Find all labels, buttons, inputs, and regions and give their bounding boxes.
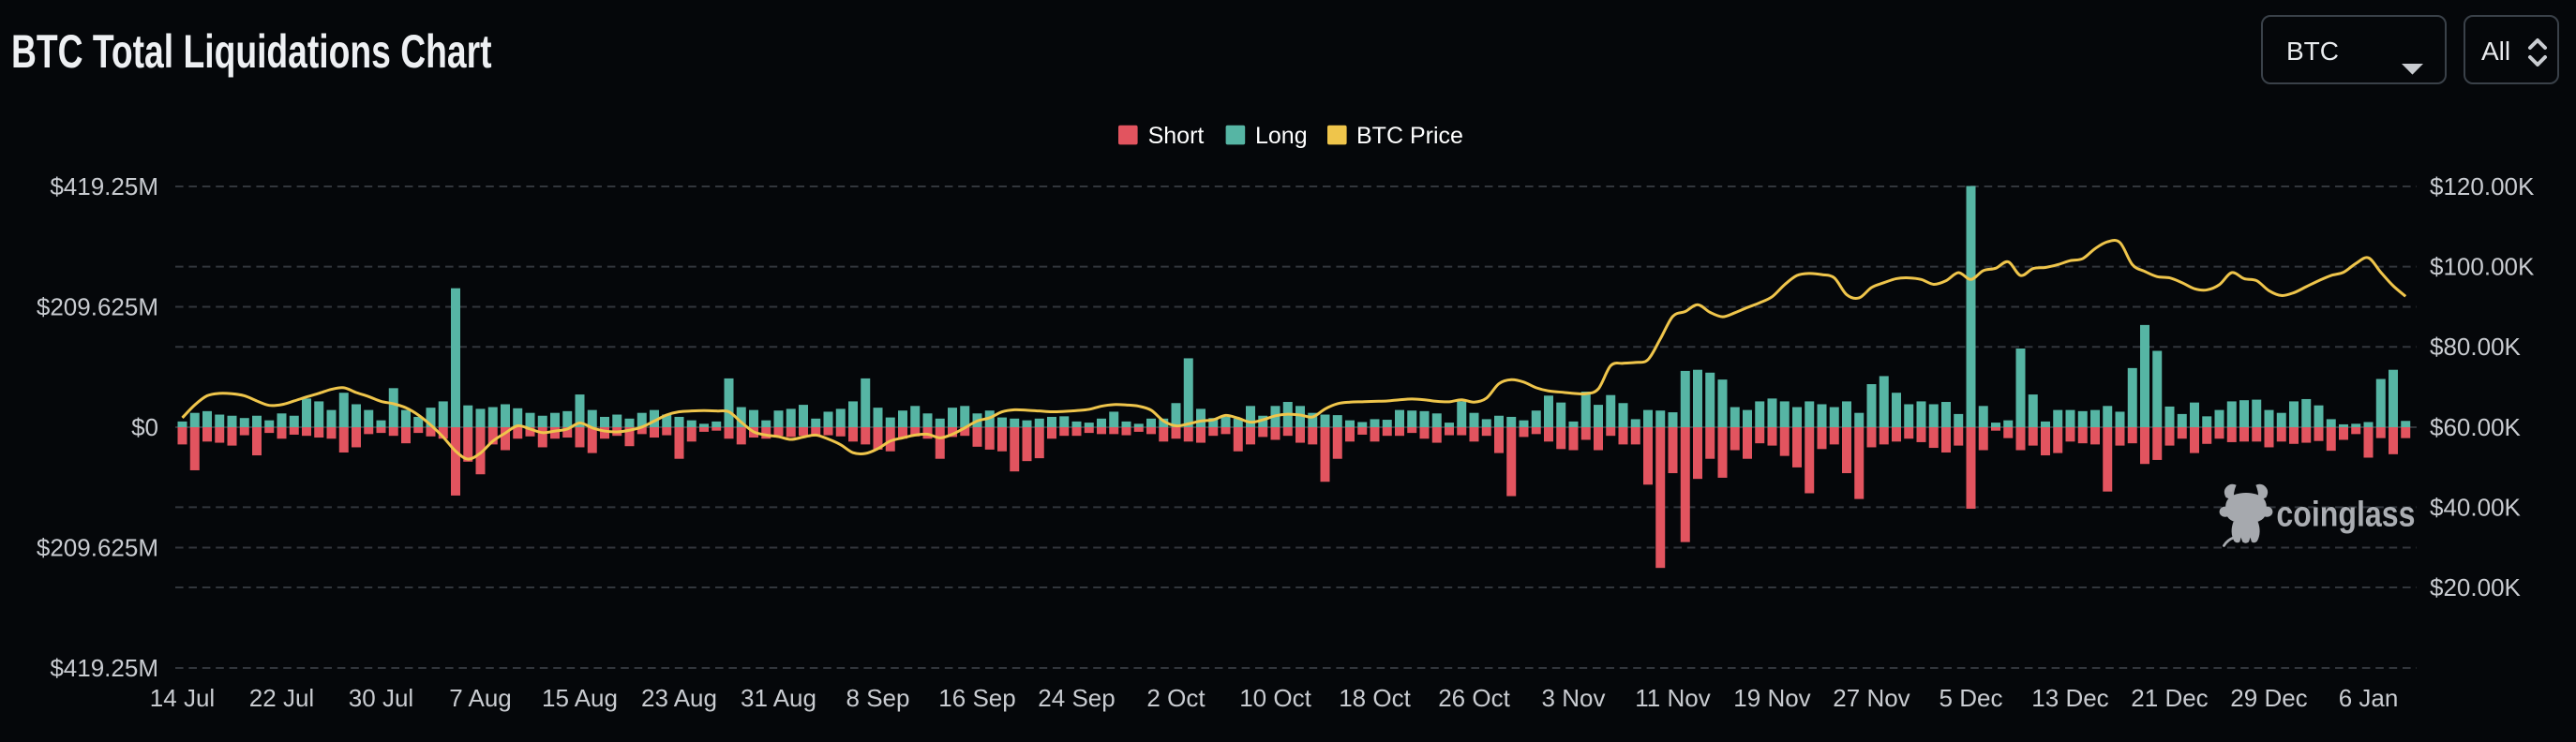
svg-text:24 Sep: 24 Sep xyxy=(1038,684,1115,712)
svg-text:$40.00K: $40.00K xyxy=(2430,493,2522,521)
svg-text:15 Aug: 15 Aug xyxy=(542,684,618,712)
svg-text:6 Jan: 6 Jan xyxy=(2339,684,2399,712)
svg-text:21 Dec: 21 Dec xyxy=(2131,684,2208,712)
svg-text:$209.625M: $209.625M xyxy=(37,293,158,321)
svg-text:$20.00K: $20.00K xyxy=(2430,573,2522,601)
svg-text:27 Nov: 27 Nov xyxy=(1833,684,1910,712)
svg-text:26 Oct: 26 Oct xyxy=(1438,684,1510,712)
svg-text:$60.00K: $60.00K xyxy=(2430,413,2522,441)
svg-text:31 Aug: 31 Aug xyxy=(741,684,816,712)
svg-text:Short: Short xyxy=(1148,123,1205,149)
svg-text:13 Dec: 13 Dec xyxy=(2031,684,2108,712)
svg-text:3 Nov: 3 Nov xyxy=(1542,684,1606,712)
svg-text:10 Oct: 10 Oct xyxy=(1239,684,1311,712)
svg-text:$120.00K: $120.00K xyxy=(2430,172,2535,200)
svg-text:16 Sep: 16 Sep xyxy=(938,684,1015,712)
svg-text:BTC Price: BTC Price xyxy=(1356,123,1463,149)
svg-text:$419.25M: $419.25M xyxy=(50,172,158,200)
svg-text:22 Jul: 22 Jul xyxy=(249,684,314,712)
svg-text:coinglass: coinglass xyxy=(2276,495,2415,534)
svg-text:$209.625M: $209.625M xyxy=(37,534,158,562)
svg-text:$100.00K: $100.00K xyxy=(2430,253,2535,281)
svg-text:8 Sep: 8 Sep xyxy=(846,684,910,712)
svg-text:$419.25M: $419.25M xyxy=(50,654,158,682)
svg-text:7 Aug: 7 Aug xyxy=(449,684,512,712)
svg-text:11 Nov: 11 Nov xyxy=(1635,684,1710,712)
svg-text:29 Dec: 29 Dec xyxy=(2230,684,2307,712)
svg-text:5 Dec: 5 Dec xyxy=(1939,684,2003,712)
svg-text:$80.00K: $80.00K xyxy=(2430,333,2522,361)
svg-text:23 Aug: 23 Aug xyxy=(641,684,717,712)
svg-text:Long: Long xyxy=(1255,123,1308,149)
svg-text:14 Jul: 14 Jul xyxy=(150,684,215,712)
svg-text:2 Oct: 2 Oct xyxy=(1146,684,1206,712)
svg-text:19 Nov: 19 Nov xyxy=(1733,684,1810,712)
svg-text:$0: $0 xyxy=(131,413,158,441)
svg-text:30 Jul: 30 Jul xyxy=(349,684,413,712)
svg-text:18 Oct: 18 Oct xyxy=(1339,684,1411,712)
